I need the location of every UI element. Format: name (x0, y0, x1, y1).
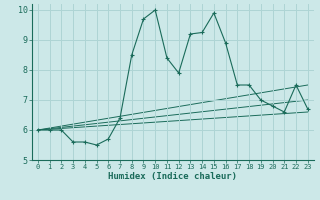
X-axis label: Humidex (Indice chaleur): Humidex (Indice chaleur) (108, 172, 237, 181)
